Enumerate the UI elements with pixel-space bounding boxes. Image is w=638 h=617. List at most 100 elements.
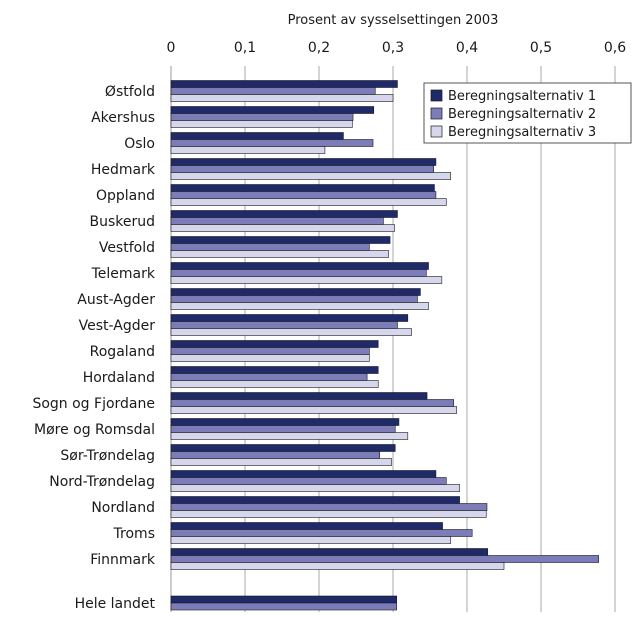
- bar-series-3: [170, 562, 505, 570]
- bar-series-3: [170, 458, 392, 466]
- bar-series-1: [170, 444, 396, 452]
- category-label: Aust-Agder: [77, 292, 155, 308]
- legend: Beregningsalternativ 1 Beregningsalternat…: [423, 82, 632, 144]
- legend-label-1: Beregningsalternativ 1: [448, 89, 596, 104]
- bar-series-3: [170, 120, 353, 128]
- bar-series-3: [170, 510, 487, 518]
- bar-series-3: [170, 302, 429, 310]
- category-label: Troms: [113, 526, 155, 542]
- bar-series-2: [170, 191, 437, 199]
- bar-series-3: [170, 250, 389, 258]
- bar-series-3: [170, 276, 443, 284]
- bar-series-2: [170, 602, 397, 611]
- legend-swatch-3: [430, 125, 443, 138]
- x-tick-labels: 0 0,1 0,2 0,3 0,4 0,5 0,6: [167, 40, 627, 56]
- bar-series-2: [170, 165, 435, 173]
- category-label: Møre og Romsdal: [34, 422, 155, 438]
- bar-series-1: [170, 470, 437, 478]
- bar-series-2: [170, 295, 418, 303]
- x-tick-3: 0,3: [382, 40, 404, 56]
- bar-series-2: [170, 321, 398, 329]
- bar-series-1: [170, 496, 460, 504]
- bar-series-1: [170, 392, 428, 400]
- bar-series-2: [170, 451, 380, 459]
- bar-series-2: [170, 477, 447, 485]
- bar-series-1: [170, 80, 398, 88]
- x-tick-1: 0,1: [234, 40, 256, 56]
- bar-series-1: [170, 340, 379, 348]
- category-label: Nord-Trøndelag: [49, 474, 155, 490]
- bar-series-2: [170, 113, 354, 121]
- bar-series-3: [170, 172, 452, 180]
- x-tick-6: 0,6: [604, 40, 626, 56]
- grid-lines: [170, 66, 616, 612]
- category-label: Oslo: [124, 136, 155, 152]
- category-label: Vest-Agder: [79, 318, 156, 334]
- bar-series-1: [170, 595, 397, 604]
- bar-series-2: [170, 555, 600, 563]
- bar-series-3: [170, 354, 370, 362]
- category-label: Hordaland: [83, 370, 155, 386]
- legend-label-3: Beregningsalternativ 3: [448, 125, 596, 140]
- category-label: Buskerud: [89, 214, 155, 230]
- bar-series-3: [170, 432, 409, 440]
- legend-swatch-1: [430, 89, 443, 102]
- category-label: Telemark: [91, 266, 156, 282]
- bar-series-1: [170, 548, 489, 556]
- x-tick-5: 0,5: [530, 40, 552, 56]
- bar-series-2: [170, 347, 370, 355]
- bar-series-1: [170, 184, 435, 192]
- bar-series-2: [170, 425, 396, 433]
- x-axis-title: Prosent av sysselsettingen 2003: [288, 13, 499, 28]
- bar-series-2: [170, 243, 370, 251]
- legend-box: [423, 82, 632, 144]
- legend-swatch-2: [430, 107, 443, 120]
- bar-series-1: [170, 288, 421, 296]
- x-tick-0: 0: [167, 40, 176, 56]
- bar-series-1: [170, 314, 409, 322]
- bar-series-1: [170, 132, 344, 140]
- x-tick-4: 0,4: [456, 40, 478, 56]
- x-tick-2: 0,2: [308, 40, 330, 56]
- bar-series-1: [170, 522, 443, 530]
- category-label: Østfold: [105, 84, 155, 100]
- category-label: Vestfold: [99, 240, 155, 256]
- category-label: Sogn og Fjordane: [32, 396, 155, 412]
- bar-series-1: [170, 418, 400, 426]
- bar-series-1: [170, 236, 391, 244]
- category-labels: Østfold Akershus Oslo Hedmark Oppland Buskeru…: [32, 84, 155, 612]
- bar-series-3: [170, 484, 460, 492]
- bar-series-2: [170, 399, 454, 407]
- bar-series-2: [170, 503, 488, 511]
- bar-series-1: [170, 366, 379, 374]
- bar-series-3: [170, 380, 379, 388]
- bar-series-3: [170, 406, 457, 414]
- category-label: Hedmark: [91, 162, 156, 178]
- bar-series-2: [170, 217, 384, 225]
- bar-series-3: [170, 536, 452, 544]
- bar-series-3: [170, 328, 412, 336]
- bar-series-2: [170, 139, 374, 147]
- bar-series-2: [170, 529, 473, 537]
- legend-label-2: Beregningsalternativ 2: [448, 107, 596, 122]
- category-label: Hele landet: [75, 596, 156, 612]
- bars: [170, 80, 600, 611]
- bar-series-1: [170, 210, 398, 218]
- category-label: Rogaland: [90, 344, 155, 360]
- bar-series-3: [170, 94, 394, 102]
- bar-series-2: [170, 87, 376, 95]
- category-label: Finnmark: [90, 552, 156, 568]
- bar-series-3: [170, 146, 326, 154]
- bar-series-1: [170, 158, 437, 166]
- bar-series-2: [170, 269, 427, 277]
- category-label: Akershus: [91, 110, 155, 126]
- category-label: Oppland: [96, 188, 155, 204]
- bar-series-3: [170, 198, 447, 206]
- category-label: Sør-Trøndelag: [60, 448, 155, 464]
- category-label: Nordland: [91, 500, 155, 516]
- bar-series-1: [170, 106, 375, 114]
- bar-series-2: [170, 373, 368, 381]
- bar-series-3: [170, 224, 395, 232]
- bar-series-1: [170, 262, 429, 270]
